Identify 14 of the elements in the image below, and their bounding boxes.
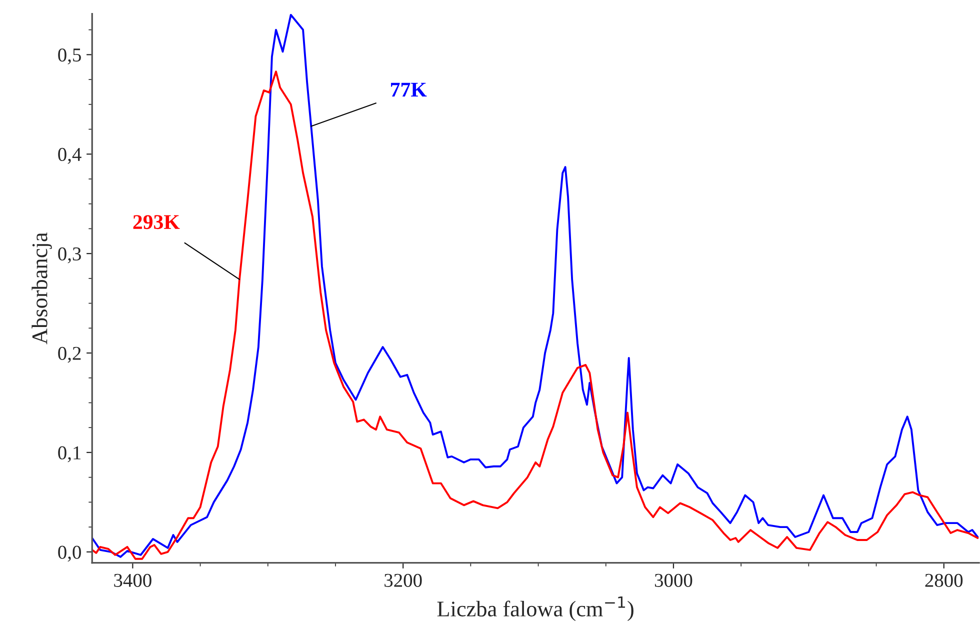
y-tick-label: 0,4 bbox=[58, 148, 82, 164]
y-tick-label: 0,0 bbox=[58, 546, 81, 562]
y-tick-label: 0,2 bbox=[58, 346, 81, 363]
x-tick-label: 3000 bbox=[654, 574, 692, 587]
y-axis-title: Absorbancja bbox=[32, 232, 52, 344]
y-tick-label: 0,5 bbox=[58, 48, 81, 64]
x-tick-label: 2800 bbox=[925, 574, 963, 587]
x-tick-label: 3200 bbox=[384, 574, 422, 587]
y-tick-label: 0,1 bbox=[58, 446, 81, 462]
y-tick-label: 0,3 bbox=[58, 247, 81, 264]
x-axis-title: Liczba falowa (cm$^{−1}$) bbox=[437, 596, 634, 622]
text: 293K bbox=[133, 215, 180, 230]
x-tick-label: 3400 bbox=[114, 574, 152, 587]
text: 77K bbox=[391, 82, 427, 97]
